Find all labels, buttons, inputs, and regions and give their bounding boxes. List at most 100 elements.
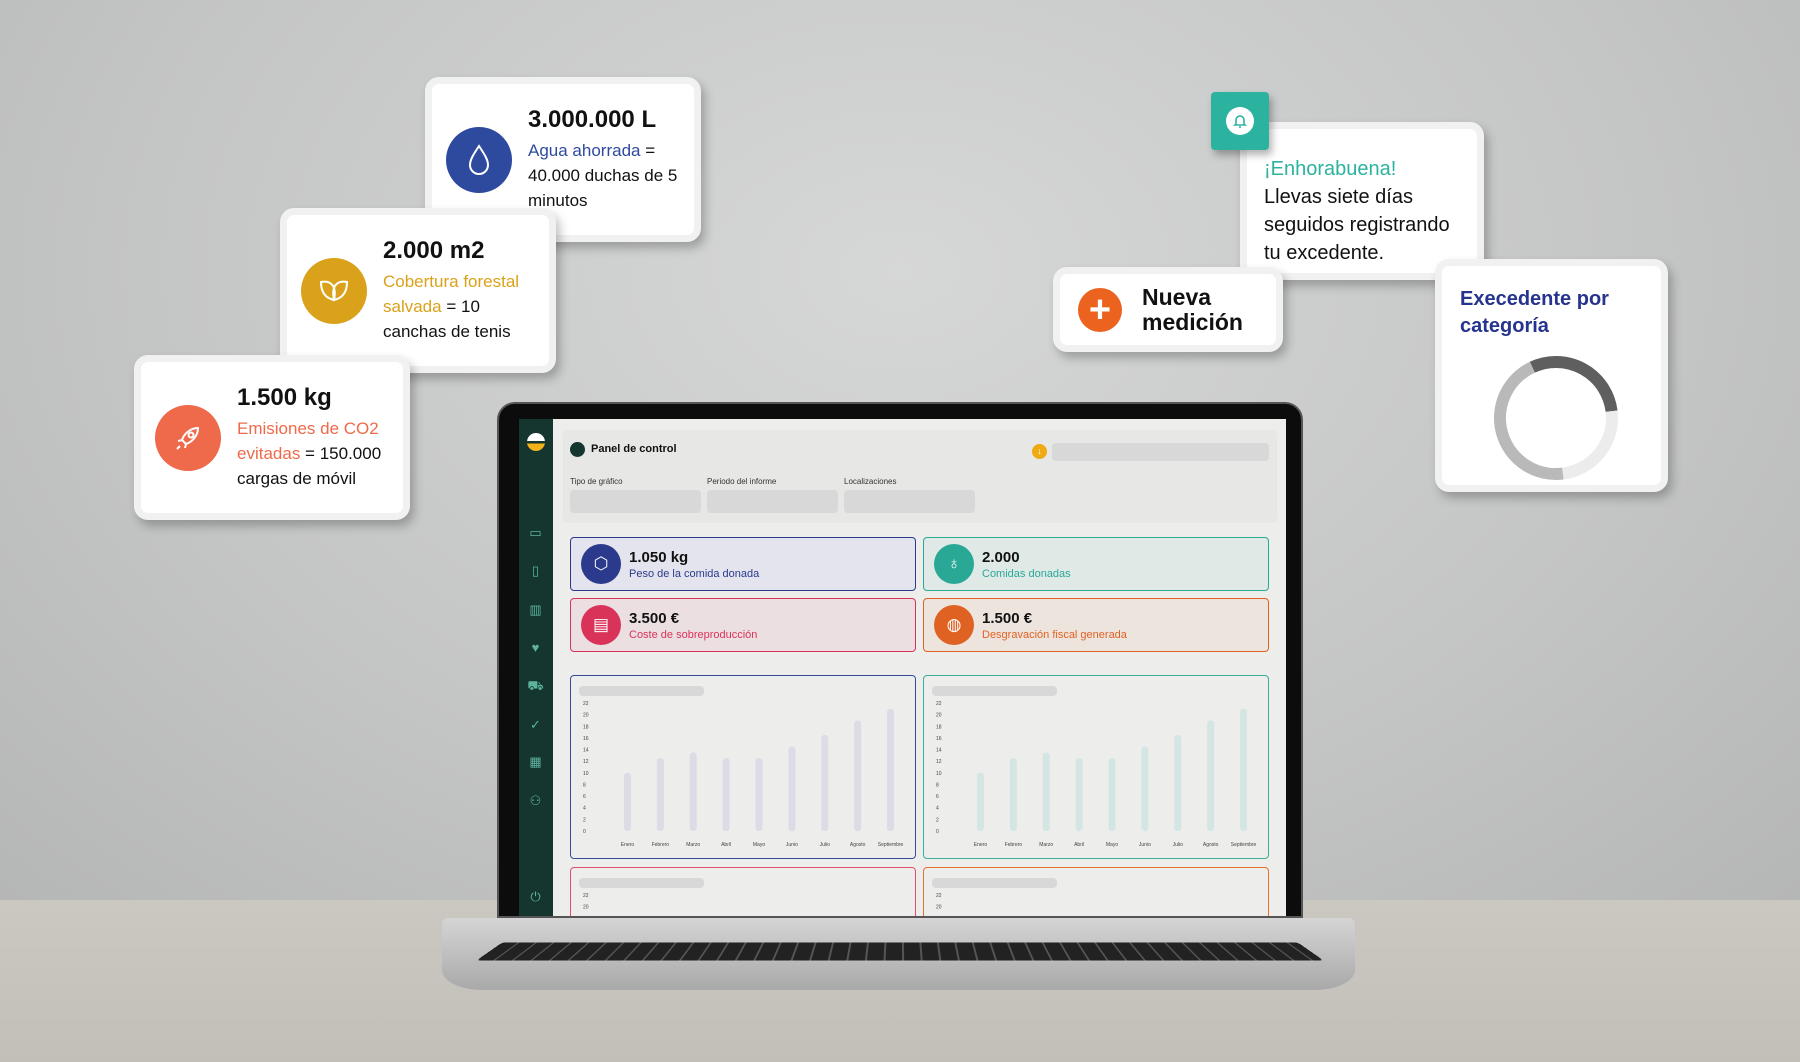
- power-icon[interactable]: ⏻: [530, 889, 541, 904]
- bar: [623, 772, 631, 831]
- bell-icon[interactable]: [1211, 92, 1269, 150]
- kpi-value: 1.050 kg: [629, 548, 689, 566]
- y-tick-label: 0: [583, 829, 586, 835]
- y-tick-label: 22: [936, 701, 942, 707]
- kpi-card[interactable]: ▤ 3.500 € Coste de sobreproducción: [570, 598, 916, 652]
- chart-title-placeholder: [579, 686, 704, 696]
- bar-chart-panel: 22 20: [570, 867, 916, 916]
- forest-equivalence: = 10 canchas de tenis: [383, 297, 511, 341]
- bar: [1042, 752, 1050, 831]
- kpi-card[interactable]: ◍ 1.500 € Desgravación fiscal generada: [923, 598, 1269, 652]
- y-tick-label: 0: [936, 829, 939, 835]
- leaf-icon: [301, 257, 367, 324]
- x-tick-label: Febrero: [1005, 842, 1023, 848]
- x-tick-label: Julio: [820, 842, 831, 848]
- x-tick-label: Julio: [1173, 842, 1184, 848]
- y-tick-label: 20: [936, 905, 942, 911]
- y-tick-label: 22: [583, 701, 589, 707]
- category-donut-chart: [1494, 356, 1618, 480]
- sidebar-building-icon[interactable]: ▥: [529, 602, 542, 617]
- forest-saved-card: 2.000 m2 Cobertura forestal salvada = 10…: [280, 208, 556, 373]
- new-measurement-label: Nueva medición: [1142, 283, 1243, 335]
- piggy-bank-icon: ◍: [934, 605, 974, 645]
- bar: [1141, 746, 1149, 831]
- sidebar-clipboard-check-icon[interactable]: ✓: [530, 717, 541, 732]
- kpi-card[interactable]: ♁ 2.000 Comidas donadas: [923, 537, 1269, 591]
- co2-saved-card: 1.500 kg Emisiones de CO2 evitadas = 150…: [134, 355, 410, 520]
- page-title: Panel de control: [591, 443, 677, 455]
- kpi-label: Coste de sobreproducción: [629, 628, 758, 641]
- water-equivalence: = 40.000 duchas de 5 minutos: [528, 141, 678, 210]
- period-select[interactable]: [707, 490, 838, 513]
- sidebar-table-icon[interactable]: ▦: [529, 754, 542, 769]
- co2-value: 1.500 kg: [237, 384, 332, 411]
- bar: [788, 746, 796, 831]
- sidebar-truck-icon[interactable]: ⛟: [527, 678, 544, 693]
- donut-card-title: Execedente por categoría: [1460, 288, 1609, 337]
- kpi-value: 2.000: [982, 548, 1020, 566]
- download-icon[interactable]: ↓: [1032, 444, 1047, 459]
- bar: [976, 772, 984, 831]
- sidebar-dashboard-icon[interactable]: ▭: [529, 525, 542, 540]
- notification-body: Llevas siete días seguidos registrando t…: [1264, 186, 1450, 264]
- chart-type-select[interactable]: [570, 490, 701, 513]
- y-tick-label: 14: [936, 748, 942, 754]
- y-tick-label: 14: [583, 748, 589, 754]
- kpi-value: 3.500 €: [629, 609, 680, 627]
- bar: [689, 752, 697, 831]
- dashboard-screen: ▭ ▯ ▥ ♥ ⛟ ✓ ▦ ⚇ ⏻ Panel de control ↓ Tip…: [519, 419, 1286, 916]
- x-tick-label: Abril: [721, 842, 731, 848]
- header-search-placeholder[interactable]: [1052, 443, 1269, 461]
- bar-chart: 22 20: [932, 878, 1057, 911]
- app-logo: [527, 433, 545, 451]
- x-tick-label: Agosto: [850, 842, 866, 848]
- locations-select[interactable]: [844, 490, 975, 513]
- x-tick-label: Marzo: [1039, 842, 1053, 848]
- y-tick-label: 18: [583, 724, 589, 730]
- x-tick-label: Junio: [786, 842, 798, 848]
- y-tick-label: 22: [936, 893, 942, 899]
- bar: [1009, 758, 1017, 831]
- sidebar-bar-chart-icon[interactable]: ▯: [531, 563, 540, 578]
- bar-chart-panel: 22 20: [923, 867, 1269, 916]
- sidebar-clipboard-heart-icon[interactable]: ♥: [531, 640, 540, 655]
- x-tick-label: Febrero: [652, 842, 670, 848]
- bar: [821, 735, 829, 831]
- x-tick-label: Enero: [974, 842, 988, 848]
- chart-title-placeholder: [932, 686, 1057, 696]
- chart-title-placeholder: [932, 878, 1057, 888]
- bar: [656, 758, 664, 831]
- notification-card: ¡Enhorabuena! Llevas siete días seguidos…: [1240, 122, 1484, 280]
- co2-label: Emisiones de CO2 evitadas: [237, 419, 379, 463]
- kpi-label: Desgravación fiscal generada: [982, 628, 1127, 641]
- bar: [1240, 708, 1248, 831]
- filter-label-chart-type: Tipo de gráfico: [570, 477, 623, 486]
- x-tick-label: Mayo: [753, 842, 765, 848]
- y-tick-label: 16: [583, 736, 589, 742]
- filter-label-period: Periodo del informe: [707, 477, 777, 486]
- new-measurement-button[interactable]: + Nueva medición: [1053, 267, 1283, 352]
- y-tick-label: 18: [936, 724, 942, 730]
- bar-chart-panel: 0 2 4 6 8 10 12 14 16 18 20 22 Enero Febrero Marzo Abri…: [923, 675, 1269, 859]
- sidebar-users-icon[interactable]: ⚇: [529, 793, 542, 808]
- water-saved-card: 3.000.000 L Agua ahorrada = 40.000 ducha…: [425, 77, 701, 242]
- forest-value: 2.000 m2: [383, 237, 485, 264]
- y-tick-label: 6: [583, 794, 586, 800]
- rocket-icon: [155, 404, 221, 471]
- water-drop-icon: [446, 126, 512, 193]
- bar: [755, 758, 763, 831]
- filter-label-locations: Localizaciones: [844, 477, 897, 486]
- y-tick-label: 8: [583, 782, 586, 788]
- kpi-value: 1.500 €: [982, 609, 1033, 627]
- y-tick-label: 22: [583, 893, 589, 899]
- y-tick-label: 12: [936, 759, 942, 765]
- donut-segment: [1529, 356, 1618, 413]
- bar-chart: 22 20: [579, 878, 704, 911]
- x-tick-label: Junio: [1139, 842, 1151, 848]
- bar: [1075, 758, 1083, 831]
- x-tick-label: Septiembre: [1231, 842, 1257, 848]
- kpi-card[interactable]: ⬡ 1.050 kg Peso de la comida donada: [570, 537, 916, 591]
- bar: [887, 708, 895, 831]
- y-tick-label: 20: [583, 905, 589, 911]
- plus-icon: +: [1078, 287, 1122, 332]
